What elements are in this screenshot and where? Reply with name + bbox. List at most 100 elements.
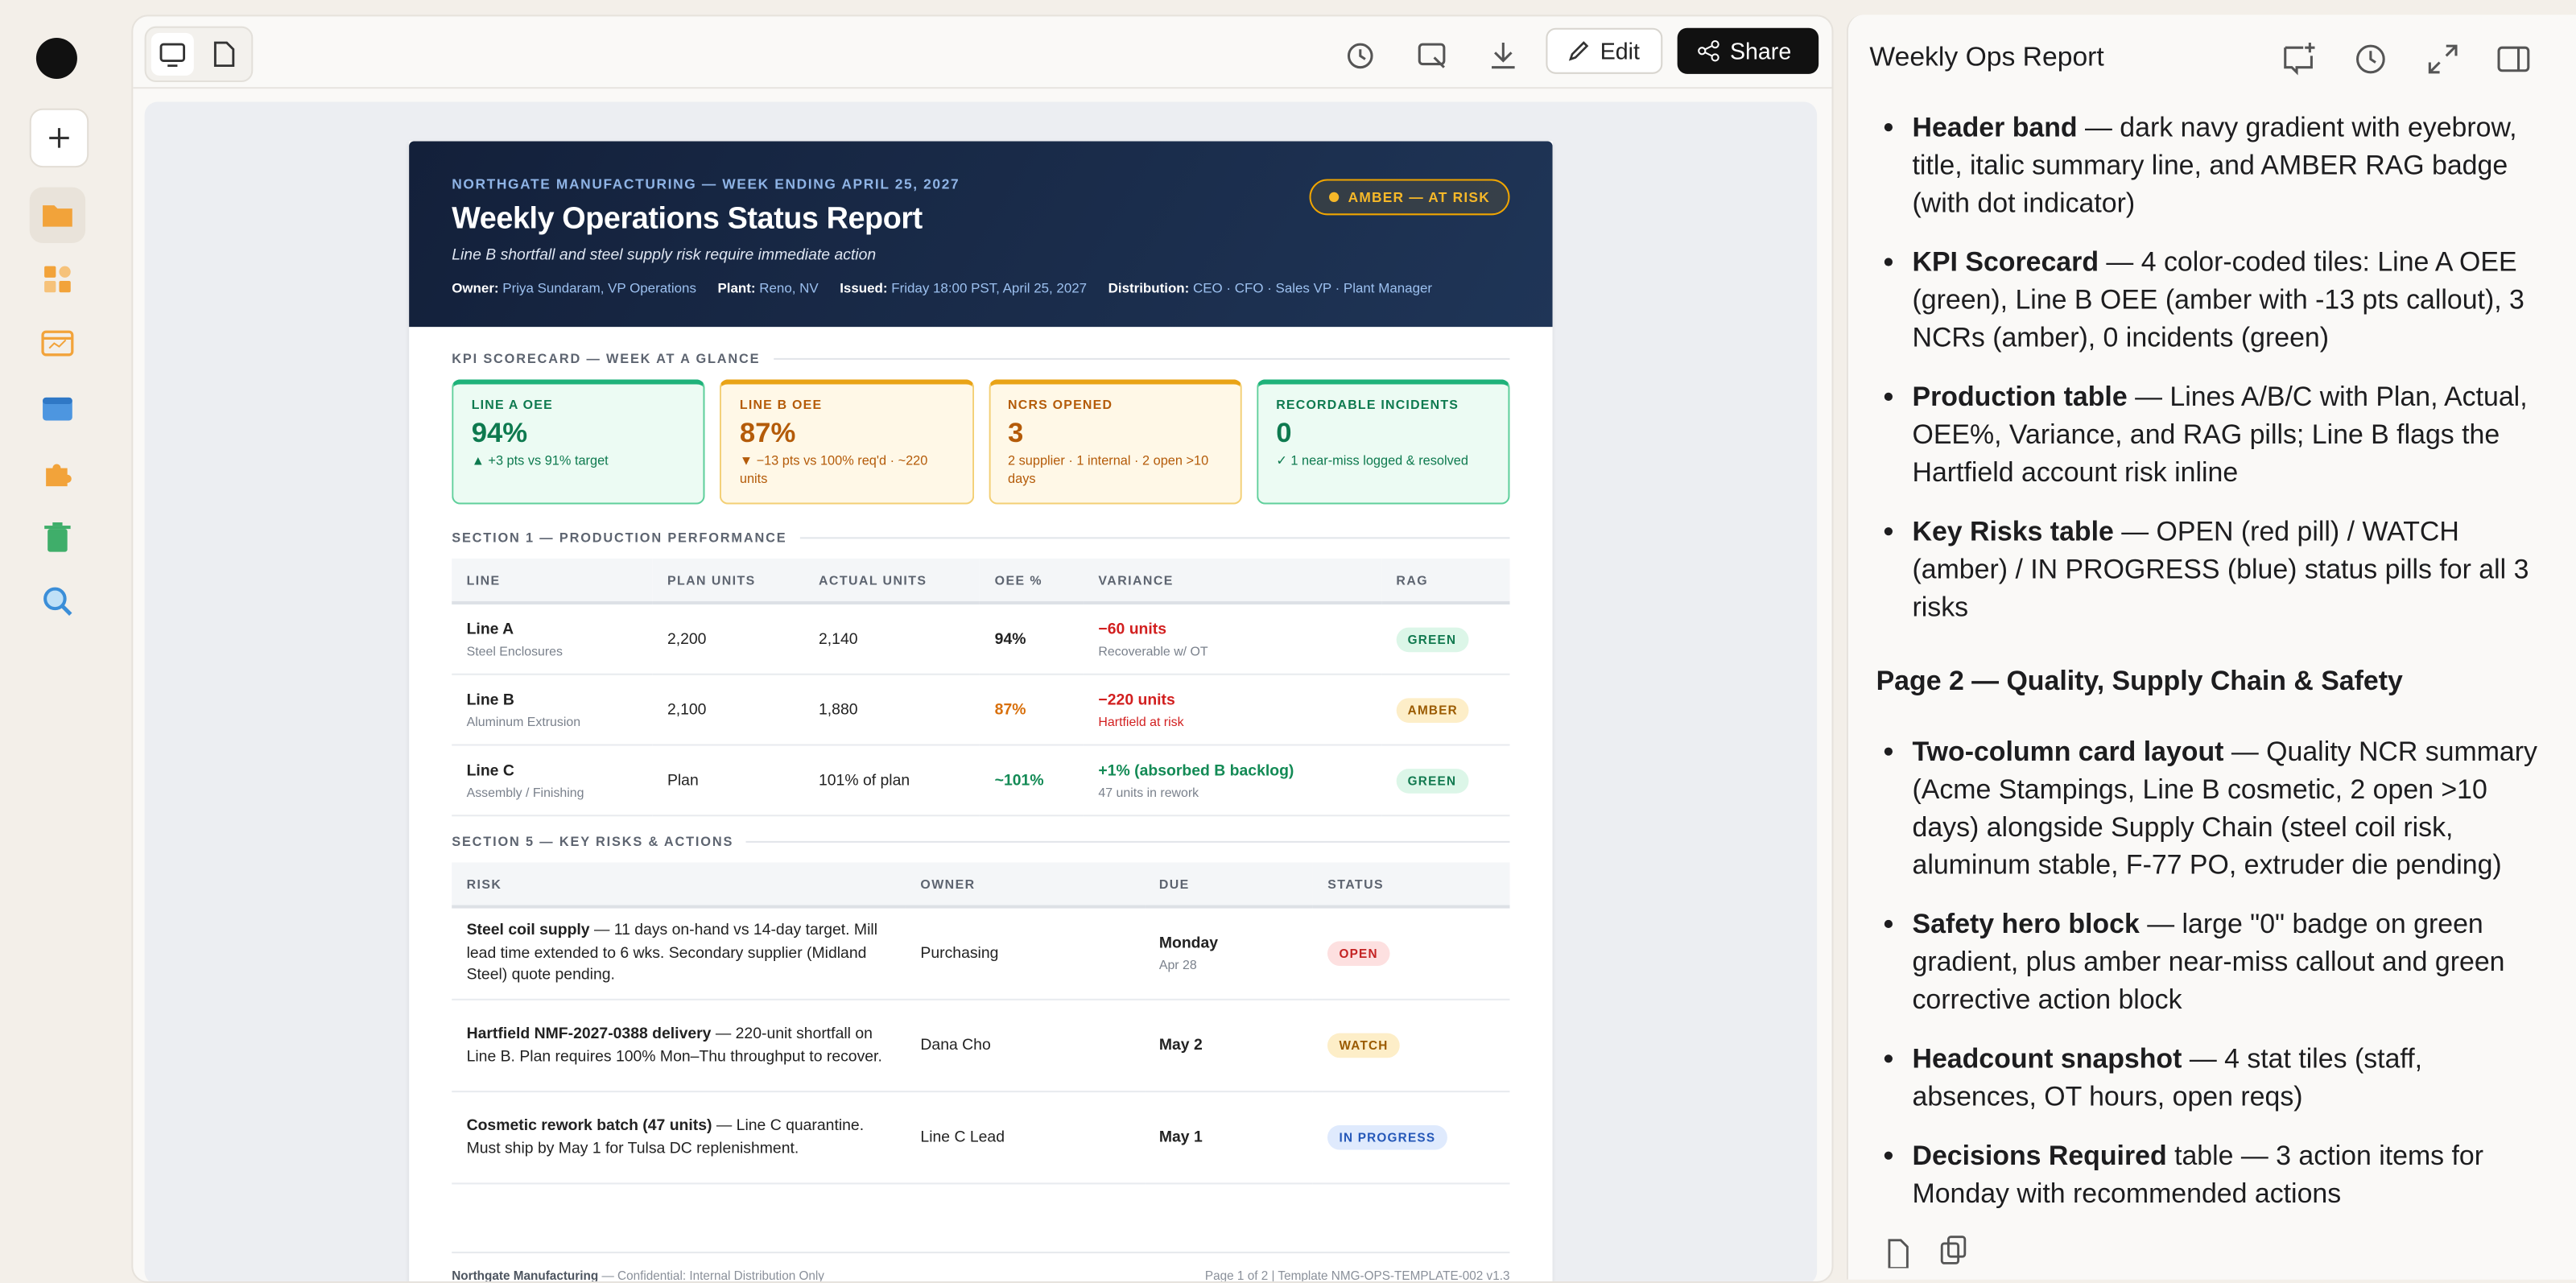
desktop-view[interactable]: [151, 32, 194, 76]
report-page: NORTHGATE MANUFACTURING — WEEK ENDING AP…: [409, 141, 1553, 1283]
status-cell: IN PROGRESS: [1312, 1091, 1510, 1185]
owner-cell: Line C Lead: [906, 1091, 1145, 1185]
table-head: LINE PLAN UNITS ACTUAL UNITS OEE % VARIANCE R…: [452, 558, 1510, 605]
footer-company: Northgate Manufacturing: [452, 1268, 599, 1283]
due-cell: Monday Apr 28: [1144, 906, 1313, 1000]
files-button[interactable]: [29, 187, 86, 244]
production-row: Line C Assembly / Finishing Plan 101% of pl…: [452, 745, 1510, 817]
kpi-label: LINE A OEE: [471, 397, 553, 413]
bullet-term: Decisions Required: [1912, 1140, 2167, 1172]
bullet-item: Safety hero block — large "0" badge on g…: [1912, 905, 2549, 1018]
meta-value: Friday 18:00 PST, April 25, 2027: [891, 278, 1088, 296]
dashboard-icon: [41, 330, 74, 357]
share-label: Share: [1729, 37, 1792, 64]
section-heading: SECTION 1 — PRODUCTION PERFORMANCE: [452, 530, 1509, 545]
bullet-item: Two-column card layout — Quality NCR sum…: [1912, 732, 2549, 884]
plan-cell: Plan: [652, 745, 804, 817]
kpi-tile: RECORDABLE INCIDENTS 0 ✓ 1 near-miss logge…: [1256, 379, 1510, 505]
plugins-button[interactable]: [30, 445, 85, 501]
rag-pill: GREEN: [1396, 626, 1468, 652]
rag-pill: AMBER: [1396, 697, 1470, 722]
apps-button[interactable]: [30, 251, 85, 307]
risk-title: Steel coil supply: [466, 921, 590, 940]
expand-button[interactable]: [2423, 39, 2462, 79]
rag-cell: GREEN: [1381, 602, 1510, 675]
variance-cell: +1% (absorbed B backlog) 47 units in rewo…: [1084, 745, 1382, 817]
bullet-term: Safety hero block: [1912, 908, 2140, 940]
oee-cell: ~101%: [980, 745, 1084, 817]
line-sub: Steel Enclosures: [466, 642, 564, 658]
table-head: RISK OWNER DUE STATUS: [452, 862, 1510, 909]
preview-canvas: NORTHGATE MANUFACTURING — WEEK ENDING AP…: [144, 101, 1818, 1283]
footer-right: Page 1 of 2 | Template NMG-OPS-TEMPLATE-…: [1204, 1268, 1510, 1283]
window-button[interactable]: [30, 381, 85, 436]
download-button[interactable]: [1484, 36, 1523, 76]
line-sub: Aluminum Extrusion: [466, 713, 581, 729]
variance: +1% (absorbed B backlog): [1098, 761, 1294, 780]
meta-label: Plant:: [717, 278, 756, 296]
oee-cell: 87%: [980, 674, 1084, 746]
document-view[interactable]: [202, 33, 245, 76]
kpi-tile: LINE A OEE 94% ▲ +3 pts vs 91% target: [452, 379, 706, 505]
search-button[interactable]: [30, 573, 85, 629]
production-row: Line B Aluminum Extrusion 2,100 1,880 87% −22…: [452, 674, 1510, 746]
footer-left: Northgate Manufacturing — Confidential: …: [452, 1268, 824, 1283]
new-button[interactable]: [29, 108, 89, 168]
header-band: NORTHGATE MANUFACTURING — WEEK ENDING AP…: [409, 141, 1553, 328]
bullet-term: KPI Scorecard: [1912, 246, 2099, 278]
plan-cell: 2,100: [652, 674, 804, 746]
line-cell: Line A Steel Enclosures: [452, 602, 653, 675]
column-header: PLAN UNITS: [652, 558, 804, 605]
search-icon: [43, 587, 72, 616]
kpi-value: 87%: [739, 417, 796, 449]
history-button[interactable]: [2351, 39, 2390, 79]
variance-note: 47 units in rework: [1098, 784, 1199, 799]
share-icon: [1698, 39, 1719, 62]
due: May 1: [1158, 1128, 1203, 1147]
dashboard-button[interactable]: [30, 316, 85, 371]
panel-heading: Page 2 — Quality, Supply Chain & Safety: [1876, 665, 2403, 697]
bullet-list: Header band — dark navy gradient with ey…: [1876, 109, 2550, 626]
edit-button[interactable]: Edit: [1546, 27, 1663, 74]
annotate-button[interactable]: [1413, 36, 1452, 76]
due-cell: May 1: [1144, 1091, 1313, 1185]
report-title: Weekly Operations Status Report: [452, 200, 923, 235]
meta-line: Owner: Priya Sundaram, VP Operations Plan…: [452, 279, 1432, 295]
trash-icon: [44, 522, 71, 552]
production-row: Line A Steel Enclosures 2,200 2,140 94% −60 u…: [452, 602, 1510, 675]
kpi-value: 3: [1008, 417, 1024, 449]
panel-title: Weekly Ops Report: [1869, 43, 2104, 72]
line-cell: Line B Aluminum Extrusion: [452, 674, 653, 746]
section-heading: KPI SCORECARD — WEEK AT A GLANCE: [452, 352, 1509, 366]
share-button[interactable]: Share: [1677, 27, 1819, 74]
line-cell: Line C Assembly / Finishing: [452, 745, 653, 817]
status-pill: OPEN: [1327, 941, 1390, 966]
section-heading: SECTION 5 — KEY RISKS & ACTIONS: [452, 835, 1509, 849]
bullet-term: Header band: [1912, 111, 2078, 143]
trash-button[interactable]: [30, 509, 85, 565]
badge-text: AMBER — AT RISK: [1348, 188, 1491, 206]
new-note-button[interactable]: [2279, 39, 2318, 79]
history-button[interactable]: [1340, 36, 1380, 76]
document-icon: [213, 41, 235, 68]
due: May 2: [1158, 1036, 1203, 1055]
owner-cell: Purchasing: [906, 906, 1145, 1000]
meta-item: Distribution: CEO · CFO · Sales VP · Pla…: [1108, 279, 1432, 295]
bullet-term: Production table: [1912, 381, 2128, 413]
column-header: STATUS: [1312, 862, 1510, 909]
production-table: LINE PLAN UNITS ACTUAL UNITS OEE % VARIANCE R…: [452, 558, 1510, 817]
risk-cell: Hartfield NMF-2027-0388 delivery — 220-u…: [452, 999, 906, 1093]
avatar[interactable]: [35, 37, 77, 79]
toolbar-divider: [133, 87, 1832, 89]
kpi-tile: NCRS OPENED 3 2 supplier · 1 internal · 2 …: [988, 379, 1242, 505]
sidebar-toggle[interactable]: [2494, 39, 2533, 79]
risk-text: — 220-unit shortfall on Line B. Plan req…: [466, 1024, 882, 1066]
bullet-text: table — 3 action items for Monday with r…: [1912, 1140, 2484, 1210]
column-header: VARIANCE: [1084, 558, 1382, 605]
bullet-item: Decisions Required table — 3 action item…: [1912, 1137, 2549, 1212]
message-actions[interactable]: [1885, 1236, 1983, 1269]
status-pill: IN PROGRESS: [1327, 1124, 1447, 1150]
column-header: RISK: [452, 862, 906, 909]
